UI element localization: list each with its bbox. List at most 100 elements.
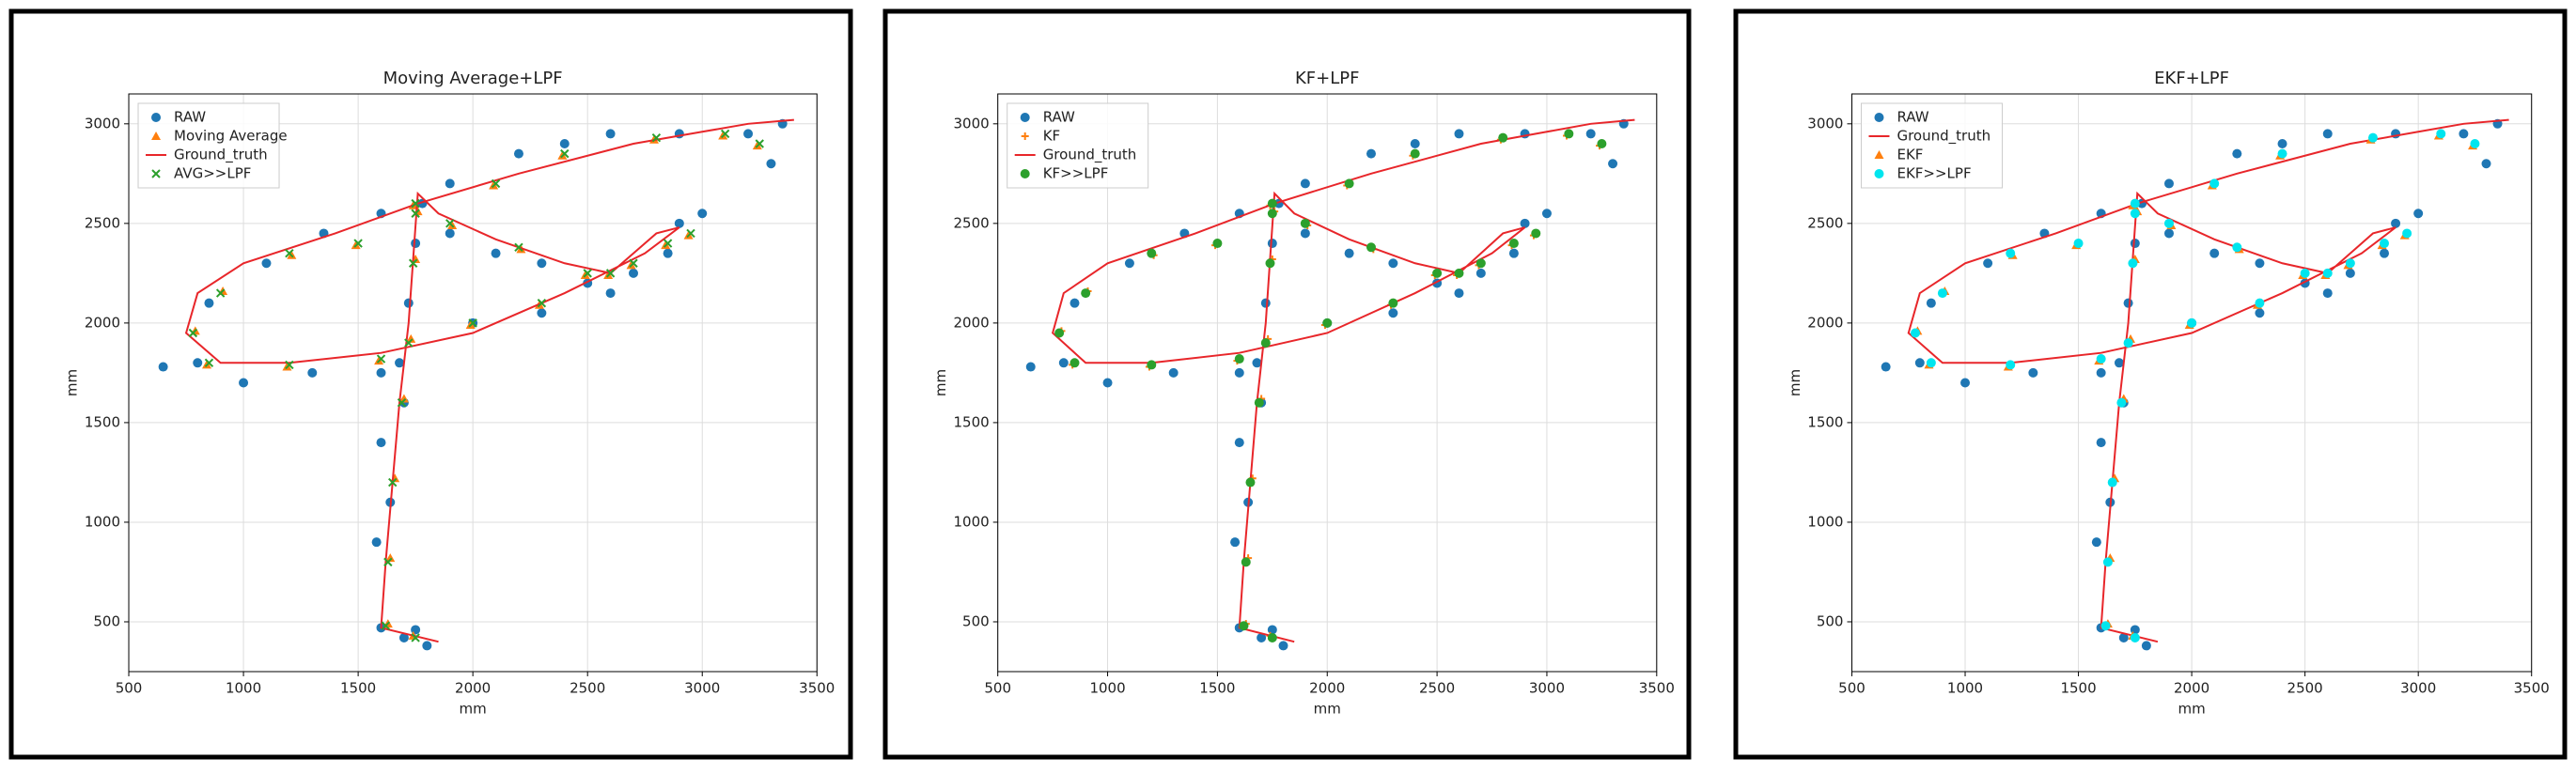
legend-label: Ground_truth [1897,128,1991,146]
point [1241,557,1251,567]
point [2130,239,2140,249]
y-tick-label: 1000 [1807,513,1843,530]
y-tick-label: 1500 [85,413,120,430]
point [491,178,501,189]
point [1937,288,1947,299]
point [1260,338,1271,348]
point [2209,248,2220,258]
y-tick-label: 1500 [954,413,990,430]
point [1410,139,1420,149]
point [605,129,616,139]
legend-swatch [1874,150,1884,159]
legend-swatch [1020,169,1030,178]
point [1960,378,1971,388]
x-tick-label: 2500 [2287,680,2323,697]
x-tick-label: 1500 [340,680,376,697]
x-tick-label: 500 [1838,680,1866,697]
point [1147,360,1157,370]
y-tick-label: 500 [1817,612,1844,629]
point [2130,209,2140,219]
plot-area [997,93,1658,673]
x-tick-label: 3500 [799,680,835,697]
point [404,338,414,348]
point [2102,557,2113,567]
x-tick-label: 1000 [226,680,261,697]
point [2209,178,2220,189]
point [583,269,592,278]
point [2123,298,2133,308]
point [285,360,294,370]
point [2367,132,2378,143]
point [663,248,673,258]
y-tick-label: 1500 [1807,413,1843,430]
legend-marker [1020,169,1030,178]
point [1267,632,1277,642]
point [2322,268,2333,278]
point [537,258,547,269]
legend-label: EKF [1897,147,1923,163]
chart-title: EKF+LPF [2154,69,2229,88]
point [403,298,414,308]
point [1366,148,1376,159]
series [1057,132,1604,640]
point [406,333,416,343]
point [381,621,391,630]
point [2255,298,2265,308]
point [398,632,409,642]
point [204,298,214,308]
legend-swatch [151,132,162,140]
y-tick-label: 2000 [1807,314,1843,331]
point [1252,358,1262,368]
point [2391,218,2401,228]
point [1257,632,1267,642]
point [1267,209,1277,219]
point [353,239,363,248]
x-tick-label: 2500 [1419,680,1455,697]
series [1912,131,2478,640]
panel-frame [1733,8,2568,760]
x-tick-label: 2000 [2174,680,2209,697]
y-tick-label: 3000 [1807,115,1843,132]
point [2255,308,2265,318]
point [1597,139,1607,149]
trajectory-line [184,118,794,643]
point [1541,209,1552,219]
legend-label: RAW [1897,109,1928,126]
x-axis-label: mm [460,701,487,718]
point [395,358,405,368]
point [1983,258,1993,269]
point [1168,367,1179,378]
point [2116,397,2127,408]
series [1054,129,1607,642]
point [1432,268,1443,278]
y-tick-label: 2000 [85,314,120,331]
point [2006,248,2016,258]
x-tick-label: 1500 [2060,680,2096,697]
x-tick-label: 1000 [1089,680,1125,697]
point [261,258,272,269]
x-tick-label: 1500 [1199,680,1235,697]
legend-label: Ground_truth [174,147,268,164]
point [1234,354,1244,364]
series [190,131,762,640]
legend-box [1007,102,1149,189]
series [1881,118,2503,651]
x-tick-label: 2500 [570,680,605,697]
point [1454,129,1464,139]
point [1300,218,1310,228]
point [2091,537,2101,548]
legend-marker [1874,169,1884,178]
point [1234,438,1244,448]
point [285,248,294,258]
point [2481,159,2491,169]
legend-marker [1874,113,1884,122]
point [1265,258,1275,269]
point [388,477,398,488]
point [1608,159,1618,169]
y-axis-label: mm [1787,369,1803,396]
point [1914,358,1925,368]
point [674,218,684,228]
point [537,298,547,308]
point [1508,239,1519,249]
point [2470,139,2480,149]
